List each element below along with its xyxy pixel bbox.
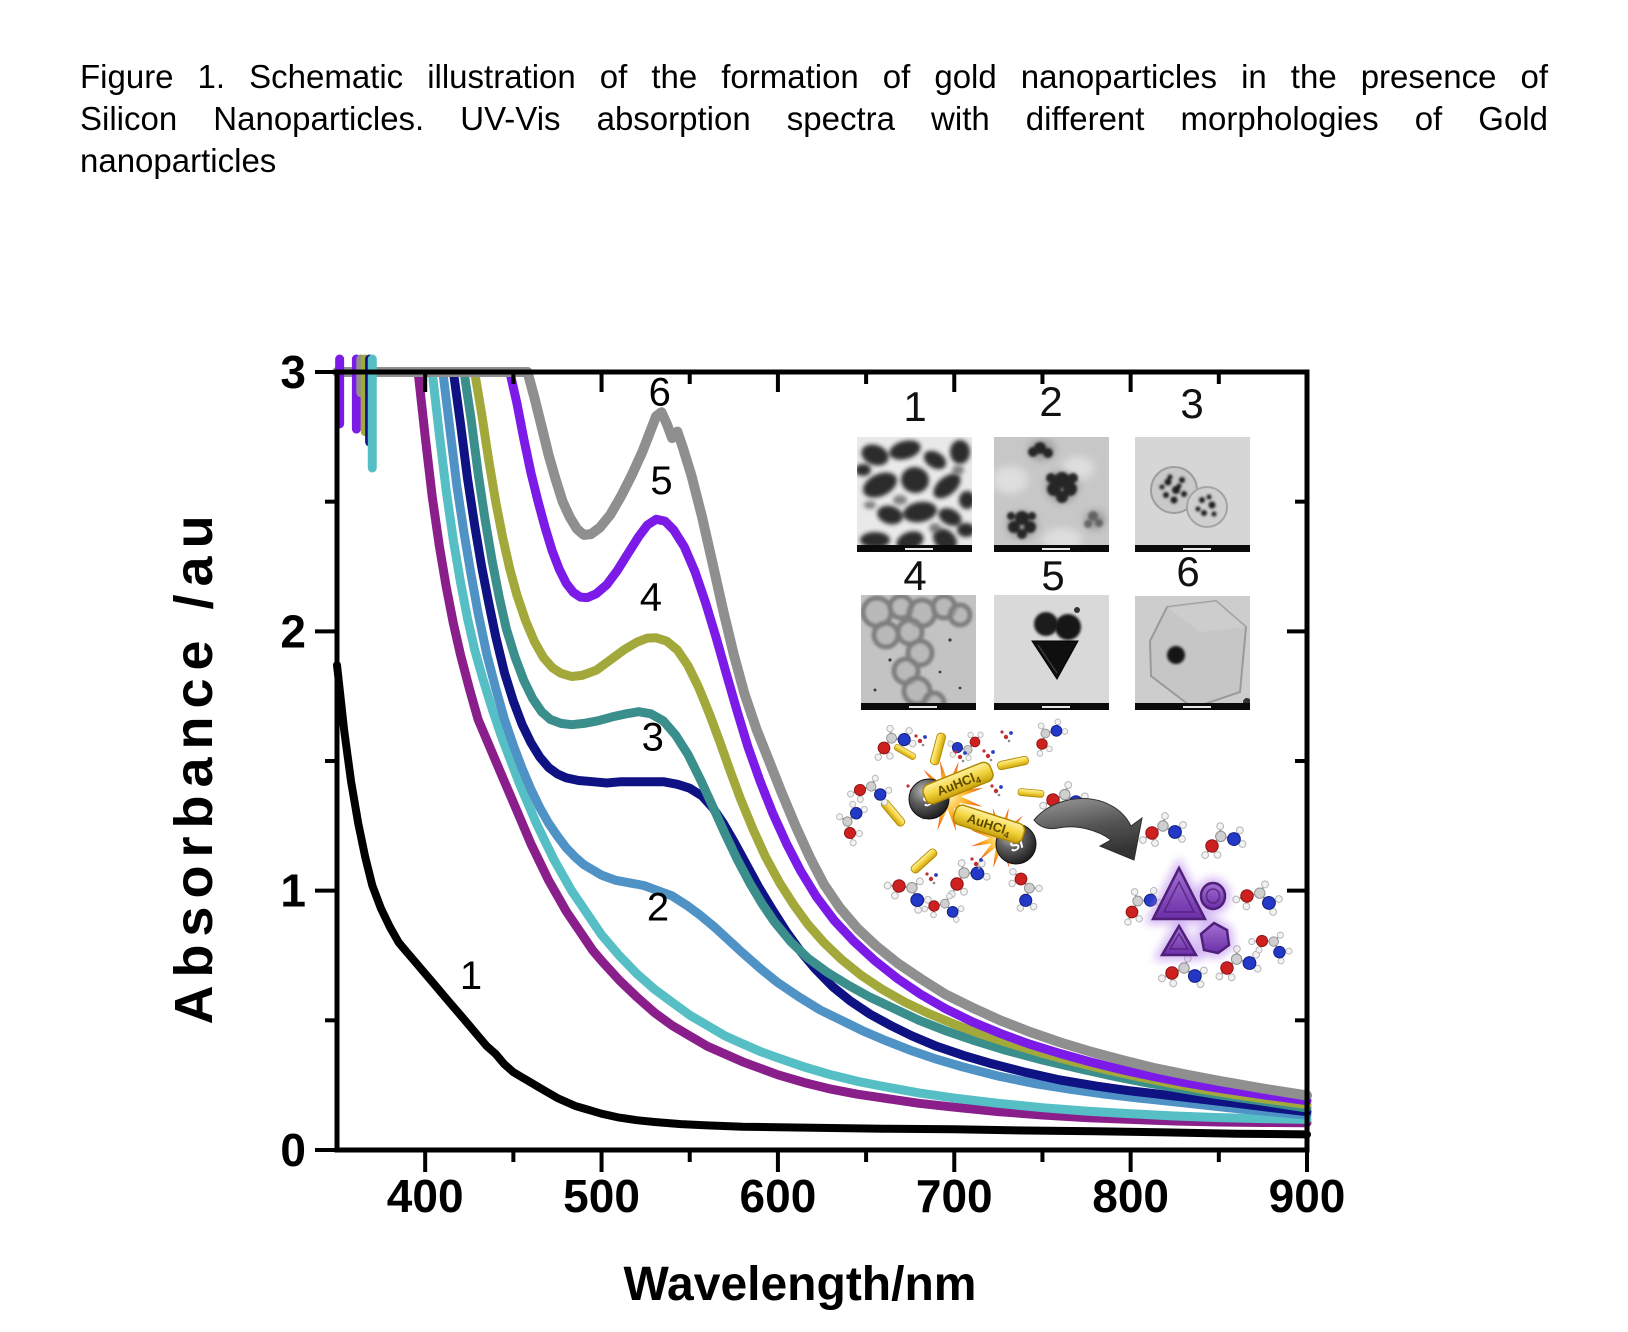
x-tick-label: 700 xyxy=(916,1170,993,1222)
spectrum-curve-black xyxy=(333,661,1311,1139)
figure-caption-line-1: Figure 1. Schematic illustration of the … xyxy=(80,58,1548,95)
y-tick-label: 1 xyxy=(280,865,306,917)
gold-salt-rod-small xyxy=(909,846,939,876)
curve-label-5: 5 xyxy=(650,459,672,503)
y-tick-label: 0 xyxy=(280,1124,306,1176)
x-tick-label: 500 xyxy=(563,1170,640,1222)
ion-speck-icon xyxy=(990,784,1003,797)
x-tick-label: 400 xyxy=(387,1170,464,1222)
curve-label-6: 6 xyxy=(649,371,671,415)
gold-nanoparticle-products xyxy=(1144,856,1235,960)
axes-layer: 400 500 600 700 800 900 0 1 2 3 Wavelength/nm Absor… xyxy=(164,346,1345,1311)
tem-label-4: 4 xyxy=(903,552,926,599)
y-tick-label: 2 xyxy=(280,605,306,657)
ion-speck-icon xyxy=(954,750,967,763)
spectrum-curve-teal xyxy=(332,367,1312,1113)
figure-caption: Figure 1. Schematic illustration of the … xyxy=(80,56,1548,183)
y-axis-title: Absorbance /au xyxy=(164,507,224,1024)
curve-label-1: 1 xyxy=(460,954,482,998)
gold-salt-rod-small xyxy=(1017,788,1045,798)
x-tick-label: 600 xyxy=(740,1170,817,1222)
spectrum-curve-gray xyxy=(332,367,1312,1101)
gold-salt-rod-small xyxy=(929,731,947,767)
ion-speck-icon xyxy=(982,749,995,762)
spectra-series-layer xyxy=(332,354,1312,1139)
gold-triangle-large xyxy=(1150,865,1208,921)
x-axis-title: Wavelength/nm xyxy=(624,1258,977,1311)
amine-molecule-icon xyxy=(1005,863,1047,915)
gold-salt-rod-small xyxy=(996,755,1030,771)
spectrum-curve-dark-magenta xyxy=(332,367,1312,1128)
ion-speck-icon xyxy=(1000,730,1013,743)
amine-molecule-icon xyxy=(1138,811,1188,848)
tem-image-3 xyxy=(1135,437,1250,552)
tem-label-1: 1 xyxy=(903,383,926,430)
tem-label-5: 5 xyxy=(1041,552,1064,599)
reaction-arrow-icon xyxy=(1033,798,1143,861)
gold-salt-rod-1: AuHCl4 xyxy=(922,761,994,805)
reaction-schematic: Si Si AuHCl4 AuHCl4 xyxy=(828,711,1299,994)
spectrum-curve-olive xyxy=(332,367,1312,1110)
tem-label-3: 3 xyxy=(1180,380,1203,427)
spectrum-curve-steel-blue xyxy=(332,367,1312,1120)
tem-label-6: 6 xyxy=(1176,548,1199,595)
curve-label-2: 2 xyxy=(647,885,669,929)
gold-plate-hexagon xyxy=(1199,921,1231,955)
figure-caption-line-2: Silicon Nanoparticles. UV-Vis absorption… xyxy=(80,100,1548,138)
curve-label-4: 4 xyxy=(640,576,662,620)
tem-image-1 xyxy=(857,437,972,552)
ion-speck-icon xyxy=(925,872,938,885)
tem-image-5 xyxy=(994,595,1109,710)
tem-inset-gallery: 1 2 3 4 5 6 xyxy=(857,378,1250,710)
spectrum-curve-turquoise xyxy=(332,367,1312,1124)
tem-image-4 xyxy=(861,595,976,710)
figure-caption-line-3: nanoparticles xyxy=(80,142,277,180)
x-tick-label: 900 xyxy=(1269,1170,1346,1222)
gold-sphere xyxy=(1199,881,1227,911)
x-tick-label: 800 xyxy=(1092,1170,1169,1222)
spectrum-curve-violet xyxy=(332,367,1312,1106)
tem-image-6 xyxy=(1135,596,1250,710)
amine-molecule-icon xyxy=(879,861,940,920)
amine-molecule-icon xyxy=(944,728,990,766)
y-tick-label: 3 xyxy=(280,346,306,398)
amine-molecule-icon xyxy=(1229,871,1288,922)
tem-image-2 xyxy=(994,437,1109,552)
amine-molecule-icon xyxy=(1193,816,1250,864)
amine-molecule-icon xyxy=(1021,711,1073,761)
gold-salt-rod-2: AuHCl4 xyxy=(952,804,1026,844)
curve-label-3: 3 xyxy=(642,716,664,760)
amine-molecule-icon xyxy=(936,849,995,903)
curve-labels-layer: 1 2 3 4 5 6 xyxy=(460,371,673,998)
amine-molecule-icon xyxy=(828,796,873,849)
tem-label-2: 2 xyxy=(1039,378,1062,425)
